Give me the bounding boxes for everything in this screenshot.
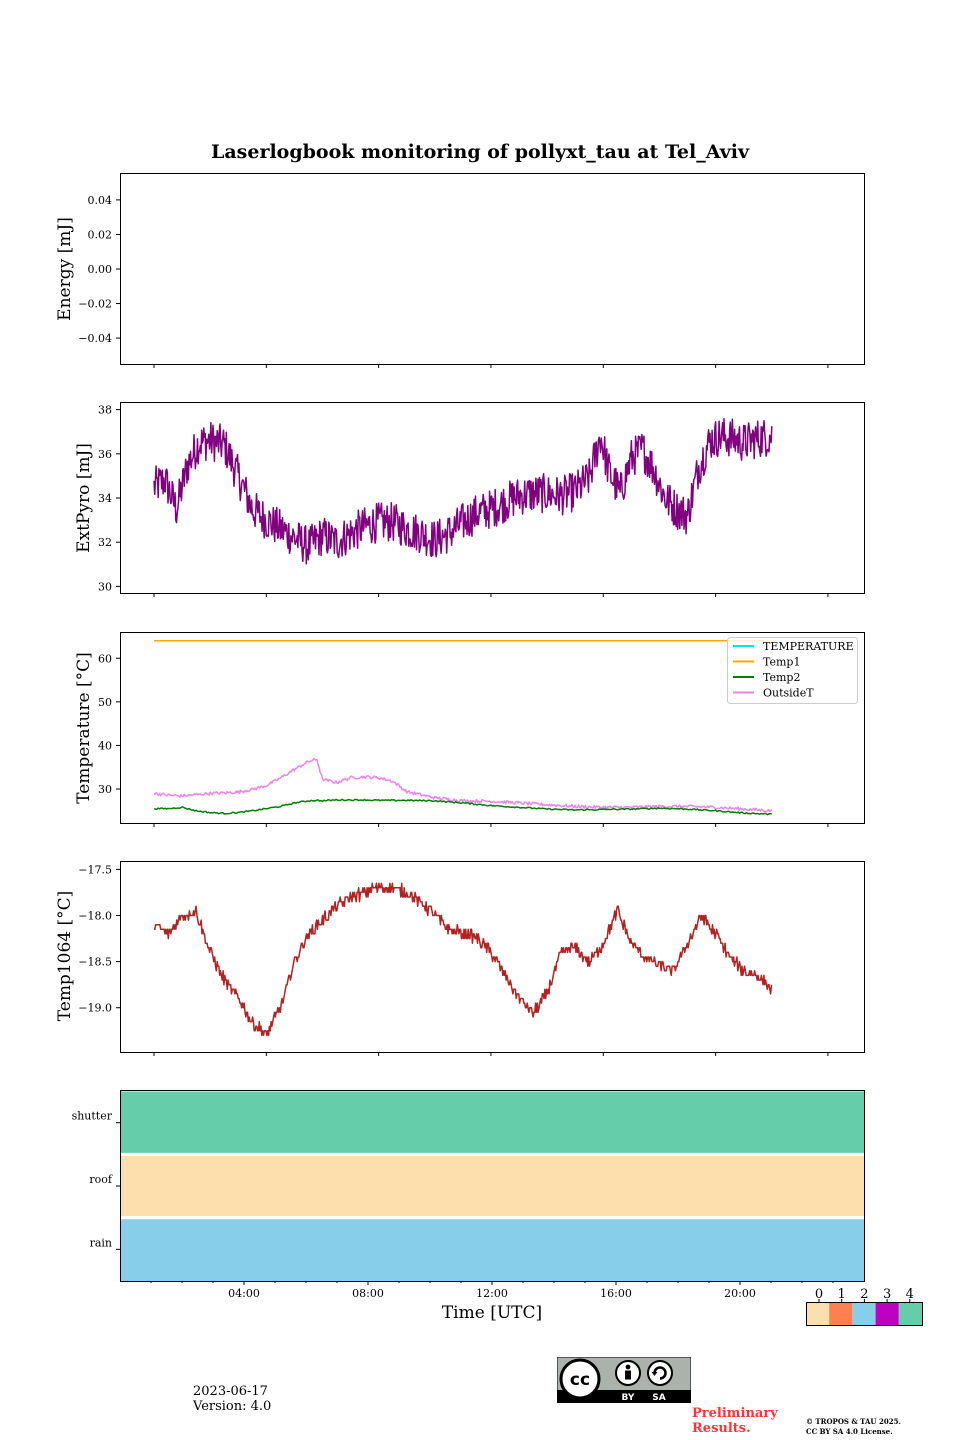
temp1064-frame — [120, 861, 865, 1053]
svg-text:cc: cc — [570, 1370, 590, 1390]
status-panel: shutter roof rain 04:00 08:00 12:00 16:00 20:0… — [72, 1090, 865, 1323]
legend-label-0: TEMPERATURE — [763, 640, 854, 653]
temperature-legend: TEMPERATURE Temp1 Temp2 OutsideT — [727, 637, 858, 704]
status-xtick-label: 12:00 — [476, 1287, 508, 1300]
energy-ytick-label: 0.00 — [88, 263, 113, 276]
colorbar-tick-label: 4 — [906, 1287, 914, 1302]
status-xtick-label: 04:00 — [228, 1287, 260, 1300]
status-row-shutter — [120, 1091, 865, 1155]
extpyro-ylabel: ExtPyro [mJ] — [74, 443, 94, 553]
outsidet-series-line — [153, 758, 773, 813]
status-row-label: roof — [89, 1173, 113, 1186]
preliminary-line-1: Preliminary — [692, 1406, 778, 1421]
status-row-label: shutter — [72, 1110, 113, 1123]
temperature-ytick-label: 40 — [98, 739, 112, 752]
footer-date: 2023-06-17 — [193, 1384, 268, 1399]
temperature-frame — [120, 632, 865, 824]
energy-frame — [120, 173, 865, 365]
legend-label-1: Temp1 — [763, 656, 800, 669]
extpyro-ytick-label: 34 — [98, 492, 112, 505]
footer-version: Version: 4.0 — [193, 1399, 272, 1414]
temperature-ytick-label: 50 — [98, 696, 112, 709]
temp1064-ytick-label: −18.5 — [78, 956, 112, 969]
extpyro-ytick-label: 38 — [98, 404, 112, 417]
temperature-ylabel: Temperature [°C] — [74, 652, 94, 804]
status-row-roof — [120, 1155, 865, 1218]
cc-by-label: BY — [622, 1393, 635, 1403]
status-xtick-label: 08:00 — [352, 1287, 384, 1300]
temp1064-panel: Temp1064 [°C] −17.5 −18.0 −18.5 −19.0 — [55, 861, 865, 1056]
status-xtick-label: 20:00 — [724, 1287, 756, 1300]
colorbar-cell-3 — [875, 1302, 899, 1325]
cc-sa-label: SA — [652, 1393, 665, 1403]
energy-ytick-label: 0.02 — [88, 228, 113, 241]
colorbar-tick-label: 2 — [860, 1287, 868, 1302]
temperature-ytick-label: 30 — [98, 783, 112, 796]
legend-label-2: Temp2 — [763, 671, 800, 684]
extpyro-panel: ExtPyro [mJ] 38 36 34 32 30 — [74, 402, 865, 597]
temp1064-ytick-label: −19.0 — [78, 1002, 112, 1015]
temp1064-ytick-label: −17.5 — [78, 863, 112, 876]
energy-ytick-label: 0.04 — [88, 194, 113, 207]
energy-ytick-label: −0.02 — [78, 298, 112, 311]
status-row-rain — [120, 1219, 865, 1281]
extpyro-ytick-label: 32 — [98, 536, 112, 549]
temp1064-ylabel: Temp1064 [°C] — [55, 891, 75, 1022]
extpyro-frame — [120, 402, 865, 594]
extpyro-ytick-label: 30 — [98, 580, 112, 593]
extpyro-series-line — [153, 417, 773, 565]
temperature-ytick-label: 60 — [98, 652, 112, 665]
energy-ytick-label: −0.04 — [78, 332, 112, 345]
temp2-series-line — [153, 798, 772, 816]
chart-title: Laserlogbook monitoring of pollyxt_tau a… — [211, 141, 750, 163]
colorbar-tick-label: 1 — [838, 1287, 846, 1302]
copyright-line-1: © TROPOS & TAU 2025. — [806, 1417, 901, 1426]
status-row-label: rain — [90, 1236, 112, 1249]
colorbar-cell-2 — [852, 1302, 876, 1325]
footer-info: 2023-06-17 Version: 4.0 — [193, 1384, 271, 1414]
temp1064-ytick-label: −18.0 — [78, 909, 112, 922]
temp1064-series-line — [154, 882, 773, 1037]
legend-label-3: OutsideT — [763, 687, 814, 700]
cc-license-badge: cc BY SA — [557, 1357, 691, 1403]
colorbar-cell-4 — [898, 1302, 922, 1325]
copyright-line-2: CC BY SA 4.0 License. — [806, 1427, 893, 1436]
status-xlabel: Time [UTC] — [442, 1303, 542, 1323]
temperature-panel: Temperature [°C] 60 50 40 30 TEMPERATURE Tem… — [74, 632, 865, 827]
colorbar-cell-0 — [806, 1302, 830, 1325]
extpyro-ytick-label: 36 — [98, 448, 112, 461]
colorbar-tick-label: 0 — [815, 1287, 823, 1302]
copyright-note: © TROPOS & TAU 2025. CC BY SA 4.0 Licens… — [806, 1417, 901, 1437]
preliminary-line-2: Results. — [692, 1421, 751, 1436]
colorbar-frame — [806, 1302, 923, 1326]
preliminary-note: Preliminary Results. — [692, 1406, 778, 1436]
colorbar-tick-label: 3 — [883, 1287, 891, 1302]
colorbar-cell-1 — [829, 1302, 853, 1325]
energy-ylabel: Energy [mJ] — [55, 217, 75, 321]
status-xtick-label: 16:00 — [600, 1287, 632, 1300]
energy-panel: Energy [mJ] 0.04 0.02 0.00 −0.02 −0.04 — [55, 173, 865, 368]
